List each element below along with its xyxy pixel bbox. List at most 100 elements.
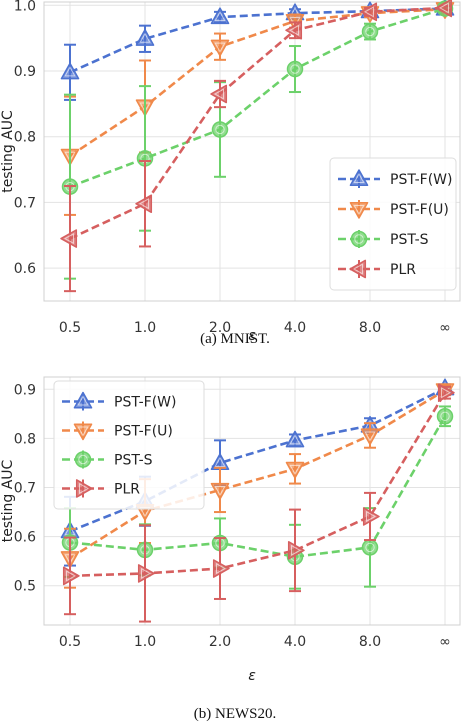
legend-item: PST-F(W) xyxy=(62,391,176,411)
y-axis-label: testing AUC xyxy=(0,459,16,542)
legend-marker-inner xyxy=(354,234,364,244)
x-tick-label: 0.5 xyxy=(59,320,81,336)
series-line xyxy=(69,415,447,559)
legend-marker-inner xyxy=(79,482,90,495)
legend-item: PST-S xyxy=(62,450,153,469)
legend-item: PLR xyxy=(338,259,416,279)
y-tick-label: 1.0 xyxy=(14,0,36,14)
x-tick-label: 2.0 xyxy=(209,634,231,650)
data-point-inner xyxy=(440,411,450,421)
series-line xyxy=(69,389,446,560)
legend-marker-inner xyxy=(352,263,363,275)
x-tick-label: 4.0 xyxy=(284,634,306,650)
legend-marker-inner xyxy=(77,395,89,406)
legend-marker xyxy=(74,451,92,468)
legend: PST-F(W) PST-F(U) PST-S PLR xyxy=(329,157,457,291)
legend-item: PST-F(U) xyxy=(62,421,173,441)
data-point-inner xyxy=(216,562,227,575)
legend-label: PST-F(W) xyxy=(114,395,176,411)
data-point xyxy=(436,408,454,425)
series-line xyxy=(69,7,446,74)
data-point-inner xyxy=(138,198,149,210)
data-point-inner xyxy=(438,2,449,14)
y-tick-label: 0.8 xyxy=(14,431,36,447)
data-point-inner xyxy=(63,232,74,245)
chart-news20: 0.5 0.6 0.7 0.8 0.9 0.5 1.0 2.0 4.0 8.0 ∞ ε testing … xyxy=(0,376,461,684)
caption-mnist: (a) MNIST. xyxy=(200,331,270,347)
series-line xyxy=(69,7,446,188)
y-tick-label: 0.6 xyxy=(14,261,36,277)
legend-item: PST-F(W) xyxy=(338,169,452,188)
data-point-inner xyxy=(289,434,301,445)
y-tick-label: 0.8 xyxy=(14,130,36,146)
data-point-inner xyxy=(365,542,375,553)
data-point-inner xyxy=(291,544,302,556)
data-point-inner xyxy=(290,64,300,74)
x-tick-label: 0.5 xyxy=(59,634,81,650)
series-plr xyxy=(62,383,455,623)
data-point-inner xyxy=(441,387,452,399)
legend-label: PLR xyxy=(114,482,140,498)
x-tick-label: 2.0 xyxy=(209,320,231,336)
y-tick-label: 0.7 xyxy=(14,195,36,211)
data-point-inner xyxy=(141,567,152,580)
legend-marker xyxy=(350,230,368,248)
series-line xyxy=(69,6,446,240)
x-tick-label: 1.0 xyxy=(134,320,156,336)
x-tick-label: ∞ xyxy=(439,320,451,336)
legend-item: PLR xyxy=(62,479,140,498)
data-point xyxy=(211,121,229,138)
x-tick-label: 4.0 xyxy=(284,320,306,336)
legend-marker-inner xyxy=(78,454,88,465)
data-point-inner xyxy=(214,11,226,22)
y-tick-label: 0.5 xyxy=(14,579,36,595)
data-point-inner xyxy=(289,464,301,475)
x-axis-label: ε xyxy=(248,668,256,684)
series-line xyxy=(69,7,446,157)
legend-marker-inner xyxy=(353,172,365,183)
y-tick-label: 0.9 xyxy=(14,382,36,398)
data-point-inner xyxy=(213,88,224,100)
legend-label: PST-S xyxy=(114,453,153,469)
y-axis-label: testing AUC xyxy=(0,110,16,193)
data-point-inner xyxy=(364,431,376,442)
data-point-inner xyxy=(215,124,225,135)
x-tick-label: 8.0 xyxy=(359,320,381,336)
legend-label: PST-F(U) xyxy=(390,202,449,218)
data-point-inner xyxy=(214,456,226,467)
legend-item: PST-S xyxy=(338,230,429,248)
data-point-inner xyxy=(66,570,77,582)
series-plr xyxy=(60,0,453,293)
data-point-inner xyxy=(365,26,375,37)
data-point-inner xyxy=(363,6,374,18)
legend-label: PLR xyxy=(390,262,416,278)
series-line xyxy=(69,392,447,578)
legend-label: PST-S xyxy=(390,232,429,248)
legend-box xyxy=(329,157,457,291)
x-tick-label: ∞ xyxy=(439,634,451,650)
data-point-inner xyxy=(64,66,76,77)
x-tick-label: 1.0 xyxy=(134,634,156,650)
x-tick-label: 8.0 xyxy=(359,634,381,650)
data-point-inner xyxy=(214,485,226,496)
data-point-inner xyxy=(366,510,377,523)
x-axis-label: ε xyxy=(248,328,256,344)
y-tick-label: 0.7 xyxy=(14,480,36,496)
data-point xyxy=(286,60,304,78)
data-point-inner xyxy=(288,24,299,36)
y-tick-label: 0.9 xyxy=(14,64,36,80)
legend-marker-inner xyxy=(353,205,365,216)
plot-frame xyxy=(43,376,461,626)
data-point-inner xyxy=(139,32,151,43)
y-tick-label: 0.6 xyxy=(14,530,36,546)
data-point-inner xyxy=(214,42,226,53)
caption-news20: (b) NEWS20. xyxy=(194,706,277,722)
legend-label: PST-F(U) xyxy=(114,424,173,440)
legend: PST-F(W) PST-F(U) PST-S PLR xyxy=(53,380,205,510)
chart-mnist: 0.6 0.7 0.8 0.9 1.0 0.5 1.0 2.0 4.0 8.0 ∞ ε testing … xyxy=(0,0,461,344)
plot-frame xyxy=(43,1,461,302)
data-point xyxy=(361,539,379,556)
legend-label: PST-F(W) xyxy=(390,172,452,188)
legend-box xyxy=(53,380,205,510)
